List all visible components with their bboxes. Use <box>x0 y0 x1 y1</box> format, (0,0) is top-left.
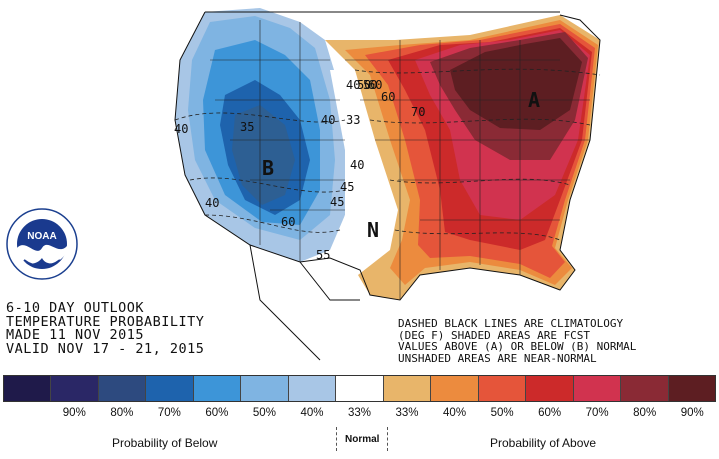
normal-divider-right <box>387 427 388 451</box>
contour-label: 40 <box>346 78 361 92</box>
contour-label: 60 <box>368 78 383 92</box>
valid-dates: VALID NOV 17 - 21, 2015 <box>6 340 205 357</box>
legend-percentage: 70% <box>157 407 181 419</box>
legend-swatch <box>193 376 242 401</box>
state-lines <box>210 20 590 300</box>
note-line: DASHED BLACK LINES ARE CLIMATOLOGY <box>398 317 624 330</box>
legend-swatch <box>621 376 669 401</box>
legend-percentages: 90% 80% 70% 60% 50% 40% 33% 33% 40% 50% 60% 70% 80% 9… <box>3 407 716 421</box>
normal-divider-left <box>336 427 337 451</box>
legend-swatch <box>526 376 574 401</box>
legend-percentage: 70% <box>585 407 609 419</box>
normal-label: Normal <box>345 434 380 445</box>
legend-percentage: 60% <box>205 407 229 419</box>
outlook-info: 6-10 DAY OUTLOOK TEMPERATURE PROBABILITY… <box>6 300 205 357</box>
normal-region <box>330 70 398 270</box>
noaa-logo: NOAA <box>6 208 78 280</box>
probability-legend: 90% 80% 70% 60% 50% 40% 33% 33% 40% 50% 60% 70% 80% 9… <box>0 373 719 459</box>
legend-percentage: 80% <box>110 407 134 419</box>
map-shapes <box>174 8 601 361</box>
contour-label: 40 <box>174 122 189 136</box>
legend-percentage: 40% <box>300 407 324 419</box>
legend-percentage: 60% <box>538 407 562 419</box>
issue-date: MADE 11 NOV 2015 <box>6 327 145 343</box>
legend-percentage: 50% <box>490 407 514 419</box>
noaa-logo-icon: NOAA <box>6 208 78 280</box>
below-label: Probability of Below <box>112 436 218 450</box>
legend-swatch <box>336 376 384 401</box>
us-outline <box>174 11 601 301</box>
above-label: Probability of Above <box>490 436 597 450</box>
outlook-variable: TEMPERATURE PROBABILITY <box>6 313 205 330</box>
legend-swatch <box>288 376 337 401</box>
legend-swatch <box>478 376 527 401</box>
note-line: UNSHADED AREAS ARE NEAR-NORMAL <box>398 351 597 365</box>
map-notes: DASHED BLACK LINES ARE CLIMATOLOGY (DEG … <box>398 318 636 364</box>
contour-label: 50 <box>363 78 378 92</box>
legend-percentage: 33% <box>347 407 371 419</box>
below-region-letter: B <box>262 156 275 180</box>
legend-swatch <box>573 376 622 401</box>
legend-swatch <box>51 376 99 401</box>
note-line: VALUES ABOVE (A) OR BELOW (B) NORMAL <box>398 340 637 353</box>
legend-percentage: 40% <box>443 407 467 419</box>
contour-label: 60 <box>381 90 396 104</box>
contour-label: 40 <box>350 158 365 172</box>
outlook-title: 6-10 DAY OUTLOOK <box>6 300 145 316</box>
legend-swatch <box>668 376 716 401</box>
legend-percentage: 50% <box>252 407 276 419</box>
legend-swatch <box>4 376 52 401</box>
legend-swatch <box>98 376 147 401</box>
contour-label: 50 <box>357 78 372 92</box>
legend-swatch <box>431 376 479 401</box>
contour-label: 33 <box>346 113 361 127</box>
legend-percentage <box>3 407 51 421</box>
above-90-region <box>450 38 582 130</box>
legend-swatches <box>3 375 716 402</box>
legend-swatch <box>146 376 194 401</box>
contour-label: 55 <box>316 248 331 262</box>
contour-label: 35 <box>240 120 255 134</box>
contour-label: 45 <box>340 180 355 194</box>
legend-percentage: 90% <box>680 407 704 419</box>
above-region-letter: A <box>528 88 541 112</box>
mexico-border <box>249 244 360 361</box>
outlook-map: B A N 40 35 40 33 50 60 60 40 50 60 70 5… <box>6 8 637 364</box>
contour-label: 45 <box>330 195 345 209</box>
legend-swatch <box>383 376 432 401</box>
legend-percentage: 33% <box>395 407 419 419</box>
contour-label: 40 <box>321 113 336 127</box>
normal-region-letter: N <box>367 218 380 242</box>
legend-percentage: 90% <box>62 407 86 419</box>
contour-label: 60 <box>281 215 296 229</box>
legend-swatch <box>241 376 289 401</box>
legend-percentage: 80% <box>633 407 657 419</box>
contour-label: 40 <box>205 196 220 210</box>
contour-label: 70 <box>411 105 426 119</box>
note-line: (DEG F) SHADED AREAS ARE FCST <box>398 328 591 342</box>
noaa-logo-text: NOAA <box>27 231 56 242</box>
